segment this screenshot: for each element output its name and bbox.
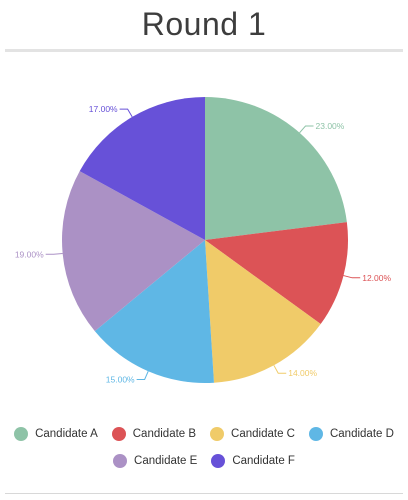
data-label-candidate-d: 15.00% [106, 374, 135, 384]
leader-line-candidate-f [119, 108, 133, 118]
legend-swatch [308, 426, 323, 441]
data-label-candidate-a: 23.00% [316, 121, 345, 131]
pie-slice-candidate-e [61, 171, 205, 332]
pie-slice-candidate-b [205, 222, 348, 325]
legend-swatch [113, 453, 128, 468]
legend-item-candidate-d[interactable]: Candidate D [308, 426, 394, 441]
legend-item-candidate-b[interactable]: Candidate B [111, 426, 197, 441]
legend-row: Candidate A Candidate B Candidate C Candida… [0, 420, 408, 447]
data-label-candidate-c: 14.00% [288, 368, 317, 378]
legend-swatch [210, 426, 225, 441]
page-title: Round 1 [141, 6, 267, 42]
title-divider [5, 49, 403, 52]
pie-chart: 23.00% 12.00% 14.00% 15.00% 19.00% 17.00% [15, 96, 391, 384]
legend-label: Candidate A [35, 427, 98, 440]
leader-line-candidate-c [273, 365, 287, 374]
legend-item-candidate-f[interactable]: Candidate F [211, 453, 295, 468]
legend-item-candidate-c[interactable]: Candidate C [210, 426, 295, 441]
pie-slice-candidate-f [79, 96, 205, 240]
leader-line-candidate-d [136, 371, 149, 380]
legend-swatch [14, 426, 29, 441]
legend-label: Candidate E [134, 454, 198, 467]
data-label-candidate-f: 17.00% [89, 104, 118, 114]
leader-line-candidate-e [45, 252, 63, 255]
legend-item-candidate-e[interactable]: Candidate E [113, 453, 198, 468]
leader-line-candidate-b [343, 275, 361, 279]
legend-label: Candidate B [132, 427, 197, 440]
legend-row: Candidate E Candidate F [0, 447, 408, 474]
pie-slice-candidate-a [205, 97, 347, 240]
pie-slice-candidate-d [94, 240, 214, 383]
leader-line-candidate-a [299, 125, 314, 134]
data-label-candidate-b: 12.00% [362, 273, 391, 283]
data-label-candidate-e: 19.00% [15, 249, 44, 259]
legend-label: Candidate C [231, 427, 295, 440]
legend: Candidate A Candidate B Candidate C Candida… [0, 420, 408, 474]
legend-item-candidate-a[interactable]: Candidate A [14, 426, 98, 441]
pie-slice-candidate-c [205, 240, 321, 383]
bottom-divider [5, 493, 403, 494]
legend-swatch [111, 426, 126, 441]
legend-swatch [211, 453, 226, 468]
legend-label: Candidate D [329, 427, 394, 440]
legend-label: Candidate F [232, 454, 295, 467]
